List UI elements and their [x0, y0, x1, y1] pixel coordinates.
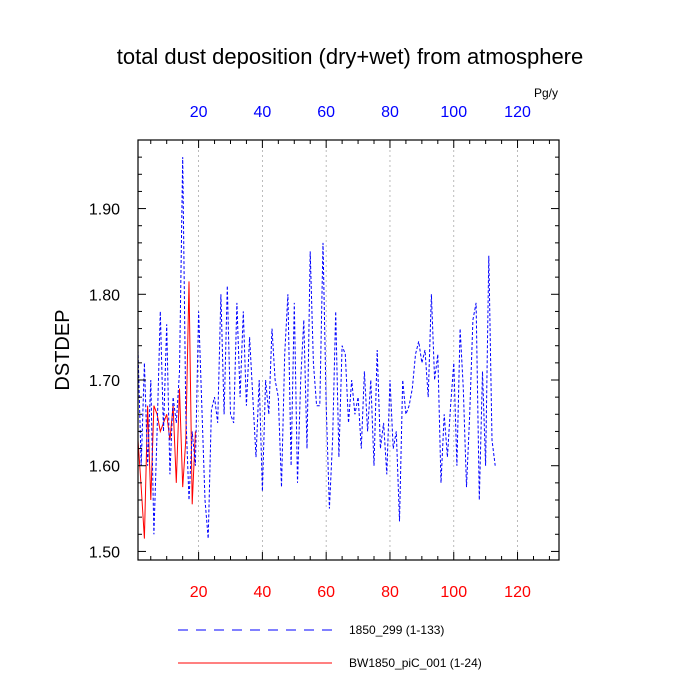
series-line-bw1850-pic-001 — [137, 281, 196, 539]
series-layer — [137, 157, 496, 539]
x-tick-label-bottom: 40 — [253, 584, 271, 601]
x-tick-label-top: 100 — [440, 104, 467, 121]
axes: 20 20 40 40 60 60 80 80 100 100 120 120 1.50 1.60 1.70… — [89, 104, 559, 601]
x-tick-label-top: 40 — [253, 104, 271, 121]
x-tick-label-top: 60 — [317, 104, 335, 121]
legend-entry-1850-299: 1850_299 (1-133) — [349, 623, 444, 637]
series-line-1850-299 — [137, 157, 496, 539]
x-tick-label-bottom: 20 — [190, 584, 208, 601]
x-tick-label-bottom: 80 — [381, 584, 399, 601]
y-tick-label: 1.70 — [89, 373, 120, 390]
x-tick-label-top: 20 — [190, 104, 208, 121]
legend: 1850_299 (1-133) BW1850_piC_001 (1-24) — [178, 623, 482, 670]
y-axis-label: DSTDEP — [52, 309, 74, 390]
x-tick-label-bottom: 120 — [504, 584, 531, 601]
y-tick-label: 1.50 — [89, 544, 120, 561]
x-tick-label-top: 120 — [504, 104, 531, 121]
x-tick-label-bottom: 60 — [317, 584, 335, 601]
grid-lines — [198, 140, 518, 560]
y-tick-label: 1.80 — [89, 287, 120, 304]
plot-frame — [137, 139, 560, 561]
y-tick-label: 1.90 — [89, 202, 120, 219]
chart-title: total dust deposition (dry+wet) from atm… — [117, 44, 584, 69]
y-tick-label: 1.60 — [89, 459, 120, 476]
x-tick-label-top: 80 — [381, 104, 399, 121]
legend-entry-bw1850-pic-001: BW1850_piC_001 (1-24) — [349, 656, 482, 670]
x-tick-label-bottom: 100 — [440, 584, 467, 601]
units-label: Pg/y — [534, 86, 558, 100]
